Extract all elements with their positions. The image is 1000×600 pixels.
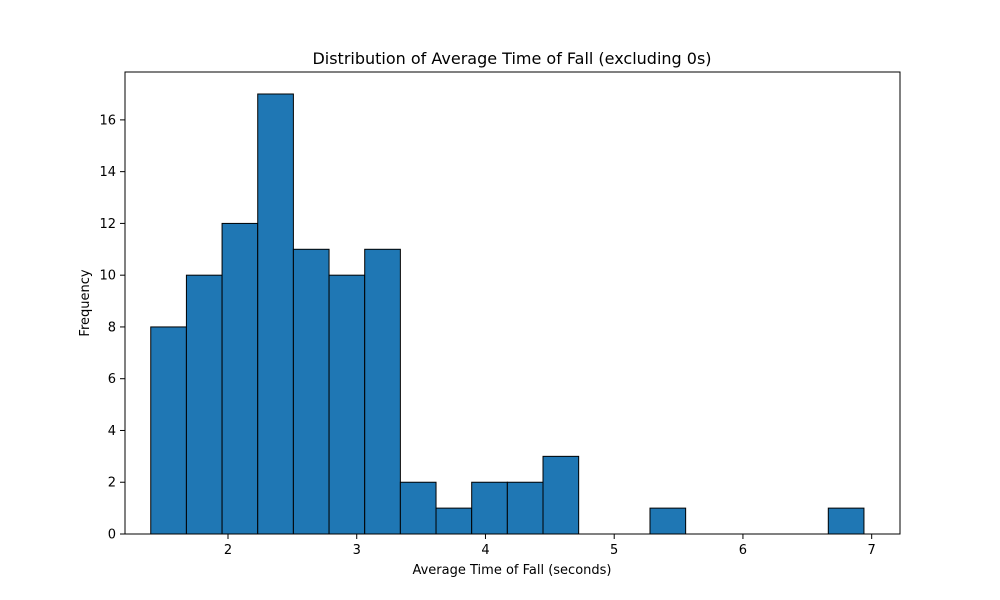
histogram-bar bbox=[150, 326, 187, 535]
x-tick-label: 5 bbox=[610, 543, 618, 558]
y-tick-label: 6 bbox=[108, 372, 116, 387]
y-tick-label: 2 bbox=[108, 476, 116, 491]
x-tick-label: 2 bbox=[224, 543, 232, 558]
histogram-bar bbox=[649, 507, 687, 535]
histogram-bar bbox=[471, 481, 508, 535]
histogram-bar bbox=[257, 93, 294, 535]
y-tick-label: 16 bbox=[99, 113, 116, 128]
histogram-bar bbox=[292, 248, 330, 535]
histogram-bar bbox=[185, 274, 223, 535]
x-axis-label: Average Time of Fall (seconds) bbox=[412, 563, 611, 578]
bars-group bbox=[150, 93, 865, 535]
histogram-bar bbox=[328, 274, 366, 535]
chart-title: Distribution of Average Time of Fall (ex… bbox=[312, 49, 711, 68]
x-tick-label: 3 bbox=[353, 543, 361, 558]
x-tick-label: 4 bbox=[481, 543, 489, 558]
y-tick-label: 14 bbox=[99, 165, 116, 180]
y-tick-label: 0 bbox=[108, 528, 116, 543]
histogram-bar bbox=[506, 481, 544, 535]
plot-frame bbox=[124, 71, 901, 535]
x-axis-ticks: 2 3 4 5 6 7 bbox=[224, 534, 876, 558]
histogram-bar bbox=[542, 455, 580, 535]
y-axis-label: Frequency bbox=[78, 269, 93, 336]
y-axis-ticks: 0 2 4 6 8 10 12 14 16 bbox=[99, 113, 125, 543]
y-tick-label: 4 bbox=[108, 424, 116, 439]
y-tick-label: 12 bbox=[99, 217, 116, 232]
x-tick-label: 7 bbox=[868, 543, 876, 558]
y-tick-label: 8 bbox=[108, 320, 116, 335]
x-tick-label: 6 bbox=[739, 543, 747, 558]
histogram-bar bbox=[435, 507, 473, 535]
histogram-bar bbox=[364, 248, 401, 535]
y-tick-label: 10 bbox=[99, 269, 116, 284]
histogram-bar bbox=[399, 481, 437, 535]
histogram-bar bbox=[221, 222, 259, 535]
histogram-bar bbox=[827, 507, 865, 535]
